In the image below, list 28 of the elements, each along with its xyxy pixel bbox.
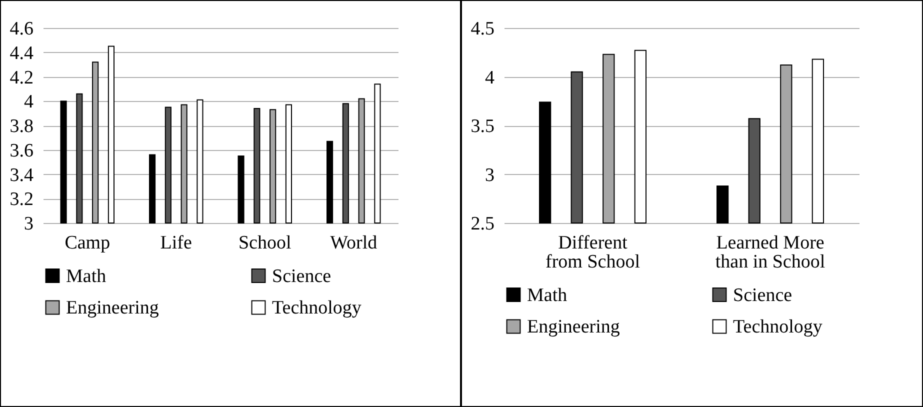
y-tick-label: 4 [24,92,34,113]
y-tick-label: 3.8 [10,116,34,137]
legend-label: Engineering [66,298,160,318]
x-tick-label: Life [160,232,192,254]
legend-label: Technology [272,298,362,318]
y-tick-label: 3 [485,164,494,186]
legend-label: Science [733,284,792,306]
y-tick-label: 4.5 [470,18,494,40]
x-tick-label: School [238,232,292,254]
x-tick-label: Learned More than in School [715,232,826,272]
legend-label: Math [66,266,107,287]
y-tick-label: 2.5 [470,214,494,234]
x-tick-label: World [330,232,378,254]
y-tick-label: 4.6 [10,18,34,40]
y-tick-label: 4 [485,67,495,88]
y-tick-label: 4.4 [10,42,34,64]
y-tick-label: 4.2 [10,67,34,88]
x-tick-label: Camp [64,232,110,254]
y-tick-label: 3 [24,214,34,234]
legend-label: Math [527,284,568,306]
y-tick-label: 3.2 [10,189,34,210]
y-tick-label: 3.6 [10,140,34,162]
legend-label: Science [272,266,332,287]
legend-label: Technology [733,316,823,338]
legend-label: Engineering [527,316,620,338]
y-tick-label: 3.4 [10,164,34,186]
x-tick-label: Different from School [546,232,640,272]
y-tick-label: 3.5 [470,116,494,137]
